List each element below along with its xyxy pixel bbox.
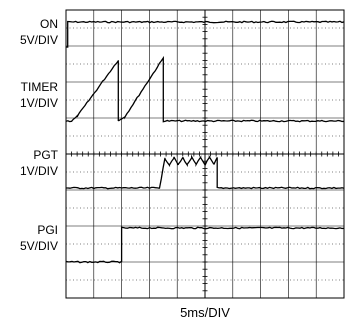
trace-timer	[65, 55, 345, 123]
channel-scale-timer: 1V/DIV	[20, 96, 58, 110]
channel-scale-pgt: 1V/DIV	[20, 164, 58, 178]
channel-labels: ON 5V/DIV TIMER 1V/DIV PGT 1V/DIV PGI 5V/DIV	[20, 17, 59, 253]
traces	[65, 20, 345, 264]
trace-pgt	[66, 154, 345, 190]
channel-name-on: ON	[40, 17, 58, 31]
channel-scale-on: 5V/DIV	[20, 33, 58, 47]
trace-pgi	[65, 226, 345, 264]
x-axis-label: 5ms/DIV	[180, 305, 230, 320]
channel-scale-pgi: 5V/DIV	[20, 239, 58, 253]
grid	[65, 9, 345, 299]
channel-name-pgi: PGI	[37, 223, 58, 237]
channel-name-pgt: PGT	[33, 148, 58, 162]
channel-name-timer: TIMER	[21, 80, 59, 94]
trace-on	[65, 20, 345, 48]
